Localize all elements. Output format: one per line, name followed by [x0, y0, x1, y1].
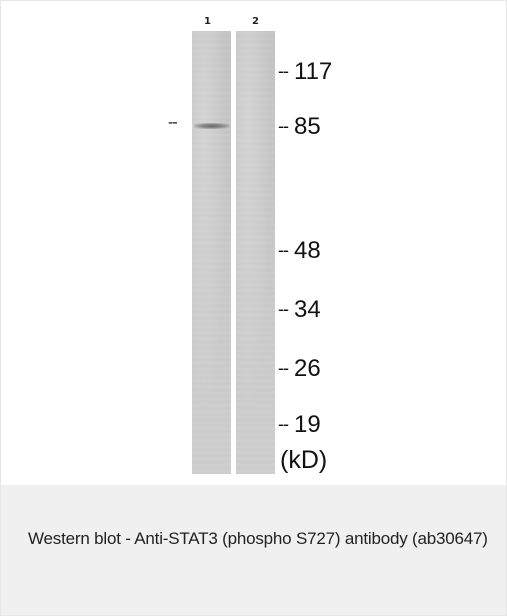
blot-lane-2: [236, 31, 275, 474]
caption-panel: Western blot - Anti-STAT3 (phospho S727)…: [1, 485, 506, 615]
protein-band: [194, 123, 230, 129]
mw-dash: --: [278, 299, 289, 319]
mw-value: 117: [294, 58, 333, 85]
mw-marker-117: -- 117: [278, 59, 332, 84]
mw-marker-26: -- 26: [278, 356, 321, 381]
figure-caption: Western blot - Anti-STAT3 (phospho S727)…: [28, 529, 488, 548]
mw-dash: --: [278, 240, 289, 260]
mw-value: 19: [294, 411, 321, 438]
lane-label-2: 2: [252, 16, 259, 27]
mw-value: 26: [294, 355, 321, 382]
band-marker: --: [168, 114, 178, 131]
mw-marker-19: -- 19: [278, 412, 321, 437]
mw-value: 34: [294, 296, 321, 323]
mw-dash: --: [278, 414, 289, 434]
mw-marker-34: -- 34: [278, 297, 321, 322]
mw-marker-48: -- 48: [278, 238, 321, 263]
blot-lane-1: [192, 31, 231, 474]
mw-dash: --: [278, 116, 289, 136]
mw-marker-85: -- 85: [278, 114, 321, 139]
unit-label: (kD): [280, 446, 328, 474]
mw-dash: --: [278, 61, 289, 81]
mw-value: 85: [294, 113, 321, 140]
lane-label-1: 1: [204, 16, 211, 27]
mw-dash: --: [278, 358, 289, 378]
mw-value: 48: [294, 237, 321, 264]
western-blot-image[interactable]: 1 2 -- -- 117 -- 85 -- 48 -- 34 -- 26 -- 19 (k…: [1, 1, 506, 485]
